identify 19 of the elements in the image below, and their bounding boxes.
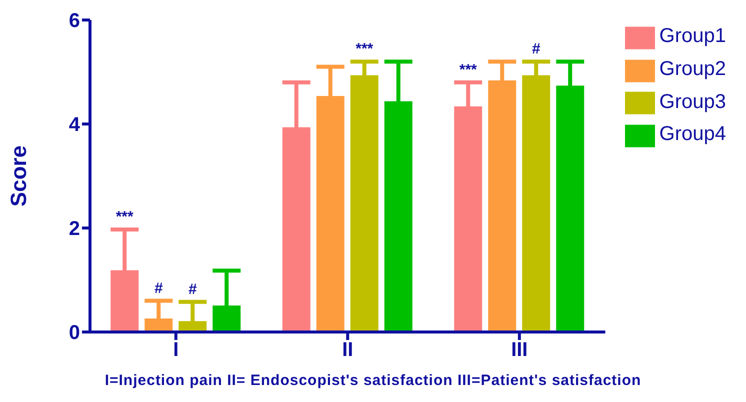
data-label: # xyxy=(188,280,198,298)
legend-label: Group2 xyxy=(659,58,726,80)
x-tick-label: II xyxy=(342,339,354,362)
y-axis-title: Score xyxy=(6,145,31,207)
text: I=Injection pain II= Endoscopist's satisfaction III=Patient's satisfaction xyxy=(104,372,642,389)
y-tick-label: 2 xyxy=(68,218,80,240)
x-tick-label: III xyxy=(511,339,528,362)
y-tick-label: 6 xyxy=(68,10,80,32)
data-label: *** xyxy=(116,208,134,226)
y-tick-label: 0 xyxy=(68,322,80,344)
data-label: # xyxy=(532,40,541,58)
legend-label: Group1 xyxy=(659,25,726,47)
data-label: # xyxy=(154,280,164,297)
legend-label: Group4 xyxy=(659,123,726,146)
y-tick-label: 4 xyxy=(68,114,81,136)
x-tick-label: I xyxy=(173,339,179,362)
data-label: *** xyxy=(459,61,478,78)
legend-label: Group3 xyxy=(659,90,726,113)
data-label: *** xyxy=(356,40,374,58)
